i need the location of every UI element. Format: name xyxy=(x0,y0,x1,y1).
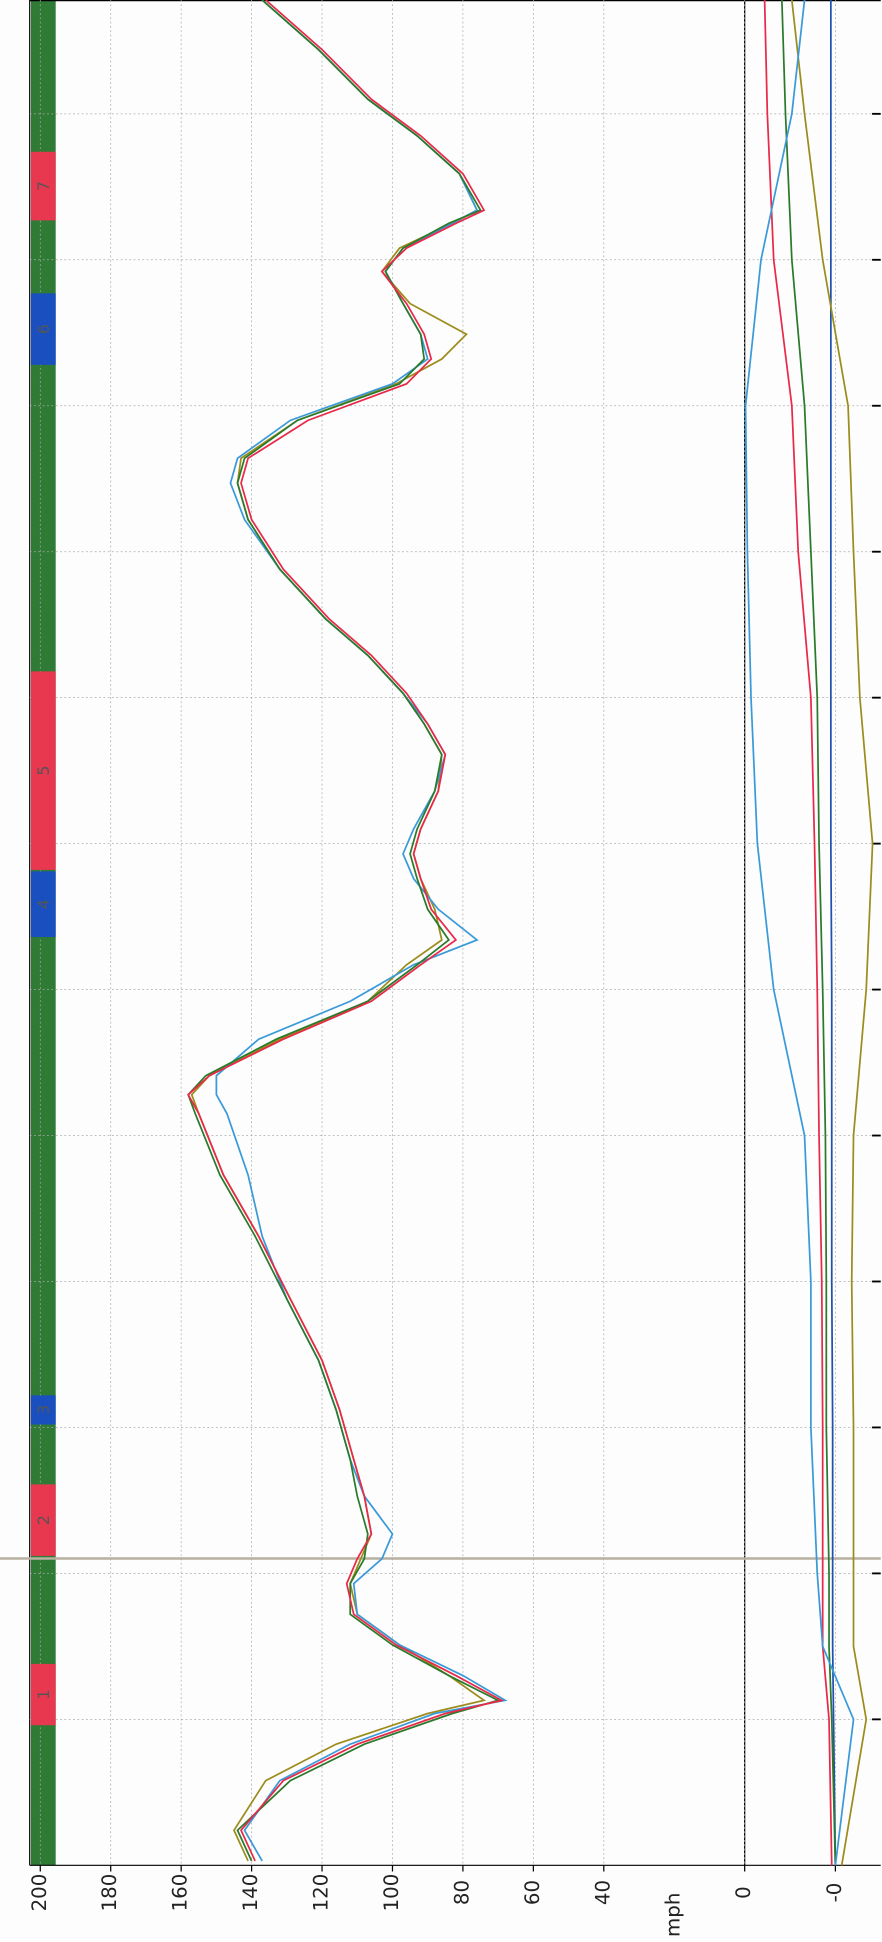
corner-label: 3 xyxy=(34,1405,53,1415)
corner-sector xyxy=(30,1663,56,1726)
y-tick-label: 160 xyxy=(169,1874,192,1912)
corner-label: 2 xyxy=(34,1515,53,1525)
corner-label: 5 xyxy=(34,766,53,776)
y-tick-label: 200 xyxy=(28,1874,51,1912)
corner-label: 4 xyxy=(34,899,53,909)
series-line xyxy=(780,0,837,1866)
corner-sector xyxy=(30,151,56,221)
series-line xyxy=(790,0,874,1866)
series-line xyxy=(190,0,487,1862)
series-line xyxy=(744,0,855,1866)
corner-sector xyxy=(30,293,56,365)
y-tick-label: 0 xyxy=(732,1886,755,1899)
series-line xyxy=(187,0,505,1862)
corner-label: 1 xyxy=(34,1689,53,1699)
y-tick-label: 100 xyxy=(380,1874,403,1912)
series-line xyxy=(187,0,501,1862)
y-tick-label: 140 xyxy=(239,1874,262,1912)
y-tick-label: -0 xyxy=(823,1883,846,1903)
corner-label: 6 xyxy=(34,324,53,334)
y-tick-label: 80 xyxy=(450,1880,473,1905)
axis-label: mph xyxy=(662,1893,685,1937)
y-tick-label: 40 xyxy=(591,1880,614,1905)
corner-sector xyxy=(30,871,56,938)
y-tick-label: 120 xyxy=(310,1874,333,1912)
corner-sector xyxy=(30,671,56,870)
y-tick-label: 60 xyxy=(521,1880,544,1905)
y-tick-label: 180 xyxy=(98,1874,121,1912)
corner-sector xyxy=(30,1484,56,1556)
corner-sector xyxy=(30,1395,56,1425)
corner-label: 7 xyxy=(34,181,53,191)
series-line xyxy=(763,0,833,1866)
